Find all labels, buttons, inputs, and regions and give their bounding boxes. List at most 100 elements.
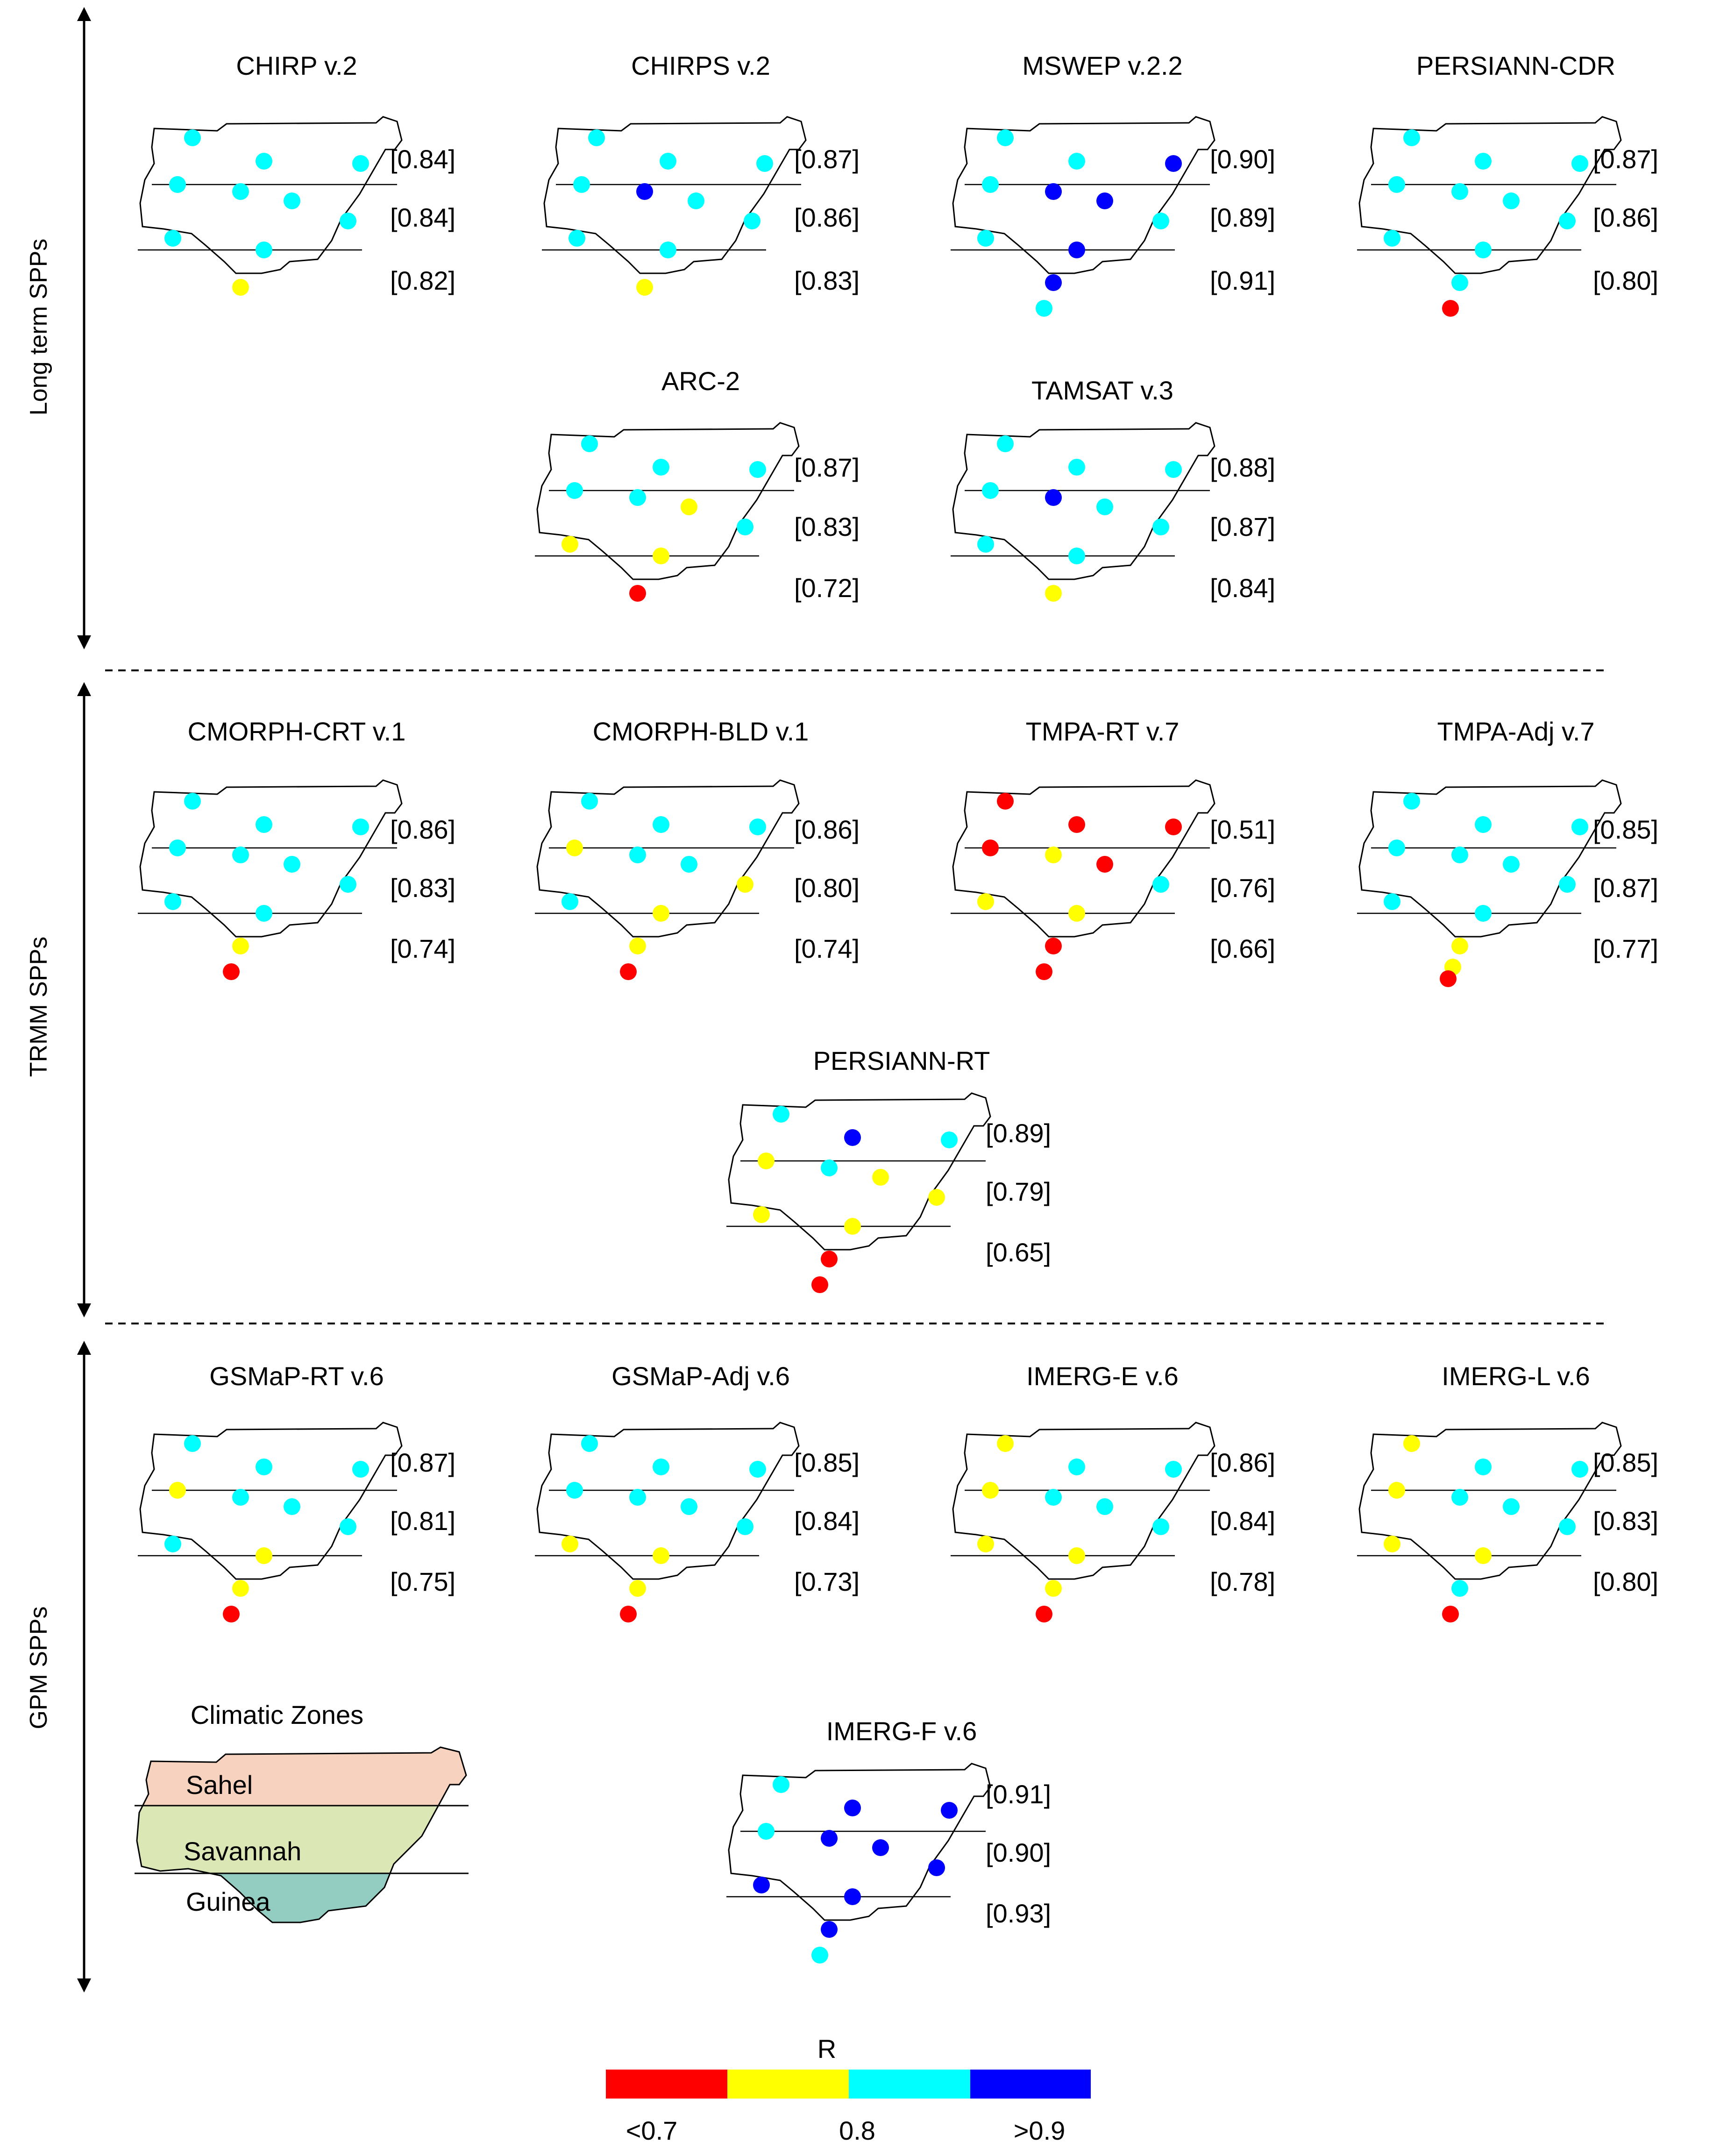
country-outline [1358,779,1622,938]
zone-sahel-fill [137,1747,466,1806]
station-marker [982,840,999,856]
map-panel: CHIRPS v.2 [0.87] [0.86] [0.83] [542,51,860,296]
map-panel: GSMaP-RT v.6 [0.87] [0.81] [0.75] [138,1361,455,1622]
station-marker [941,1131,958,1148]
group-gpm: GPM SPPs [25,1341,91,1992]
map-panel: TMPA-Adj v.7 [0.85] [0.87] [0.77] [1357,717,1658,987]
zone-r-value: [0.91] [1210,266,1275,295]
station-marker [629,1489,646,1506]
country-outline [952,779,1215,938]
station-marker [1068,459,1085,476]
station-marker [636,183,653,200]
station-marker [660,242,676,258]
station-marker [749,818,766,835]
station-marker [232,847,249,863]
nigeria-map [951,779,1215,980]
zone-r-value: [0.87] [794,144,860,174]
station-marker [1503,856,1520,873]
country-outline [952,1422,1215,1580]
zone-r-value: [0.74] [794,934,860,963]
zone-label-guinea: Guinea [186,1887,270,1916]
zone-r-value: [0.83] [390,873,455,903]
zone-r-value: [0.93] [986,1899,1051,1928]
zone-r-value: [0.72] [794,573,860,603]
station-marker [811,1276,828,1293]
zone-r-value: [0.82] [390,266,455,295]
station-marker [749,461,766,478]
station-marker [1068,816,1085,833]
station-marker [1152,519,1169,535]
station-marker [1045,183,1062,200]
station-marker [1451,1489,1468,1506]
station-marker [573,176,590,193]
panel-title: TMPA-Adj v.7 [1437,717,1594,746]
station-marker [1068,153,1085,170]
colorbar-segment-cyan [849,2070,970,2099]
station-marker [1475,1459,1492,1475]
zone-r-value: [0.79] [986,1177,1051,1206]
country-outline [543,116,807,274]
station-marker [256,905,272,922]
panel-title: TMPA-RT v.7 [1026,717,1180,746]
panel-title: MSWEP v.2.2 [1022,51,1182,80]
panel-title: IMERG-E v.6 [1026,1361,1179,1391]
nigeria-map [726,1763,991,1964]
map-panel: GSMaP-Adj v.6 [0.85] [0.84] [0.73] [535,1361,860,1622]
country-outline [952,422,1215,580]
nigeria-map [138,1422,403,1622]
station-marker [653,548,669,564]
station-marker [561,893,578,910]
map-panel: MSWEP v.2.2 [0.90] [0.89] [0.91] [951,51,1275,317]
station-marker [821,1160,838,1176]
climatic-zones-legend: Climatic Zones Sahel Savannah Guinea [135,1700,469,1923]
station-marker [164,1536,181,1552]
station-marker [340,876,356,893]
station-marker [844,1218,861,1235]
zone-r-value: [0.65] [986,1238,1051,1267]
colorbar-segment-yellow [727,2070,849,2099]
station-marker [232,938,249,954]
station-marker [997,129,1014,146]
station-marker [1045,847,1062,863]
nigeria-map [535,779,800,980]
station-marker [184,1435,201,1452]
nigeria-map [535,1422,800,1622]
map-panels: CHIRP v.2 [0.84] [0.84] [0.82] CHIRPS v.2 [0.… [138,51,1658,1964]
station-marker [1475,816,1492,833]
panel-title: IMERG-L v.6 [1442,1361,1590,1391]
station-marker [1045,1580,1062,1597]
station-marker [1096,856,1113,873]
station-marker [1451,274,1468,291]
station-marker [184,129,201,146]
colorbar-segment-red [606,2070,727,2099]
zone-r-value: [0.88] [1210,453,1275,482]
station-marker [653,816,669,833]
map-panel: CMORPH-CRT v.1 [0.86] [0.83] [0.74] [138,717,455,980]
legend-title: Climatic Zones [191,1700,363,1729]
station-marker [581,435,598,452]
group-label: Long term SPPs [25,239,52,416]
station-marker [744,213,760,229]
station-marker [256,242,272,258]
map-panel: PERSIANN-RT [0.89] [0.79] [0.65] [726,1046,1051,1293]
station-marker [1475,905,1492,922]
station-marker [284,192,300,209]
station-marker [1045,274,1062,291]
zone-r-value: [0.84] [1210,573,1275,603]
zone-label-sahel: Sahel [186,1770,253,1800]
zone-r-value: [0.81] [390,1506,455,1536]
zone-r-value: [0.83] [794,266,860,295]
station-marker [773,1106,789,1123]
station-marker [569,230,585,247]
zone-r-value: [0.80] [1593,266,1658,295]
zone-r-value: [0.87] [1593,144,1658,174]
station-marker [629,847,646,863]
station-marker [1451,847,1468,863]
station-marker [232,183,249,200]
nigeria-map [951,422,1215,602]
station-marker [1045,585,1062,602]
station-marker [1045,489,1062,506]
zone-r-value: [0.83] [794,512,860,541]
group-label: GPM SPPs [25,1607,52,1729]
station-marker [164,893,181,910]
